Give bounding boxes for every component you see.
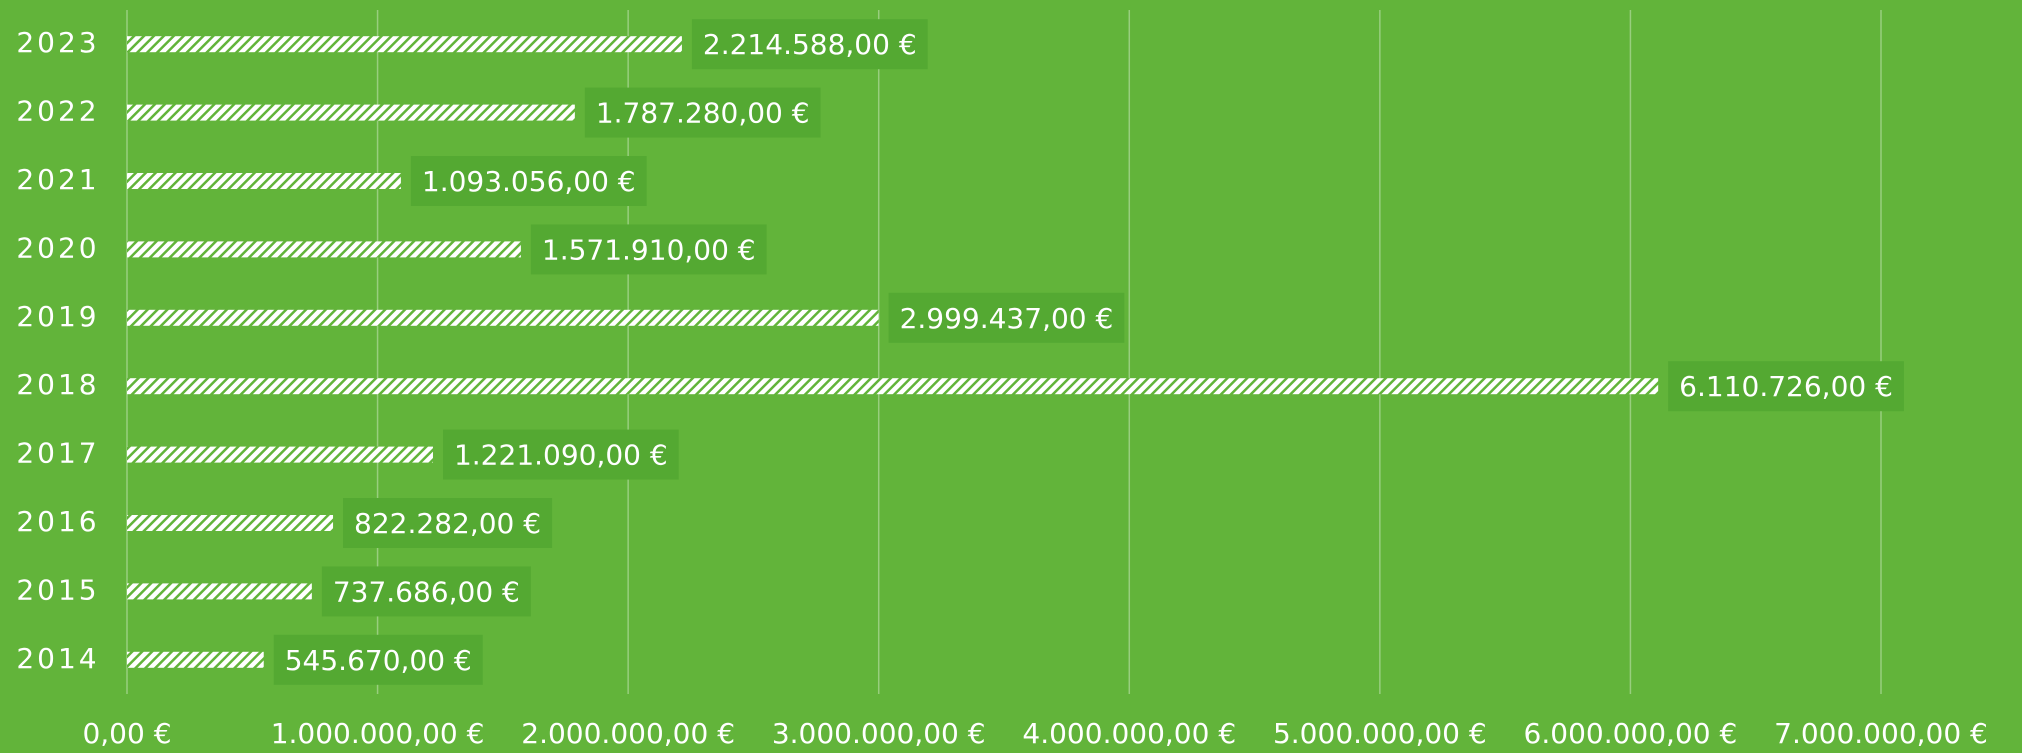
value-label-box [530,224,767,275]
value-label: 1.787.280,00 € [596,97,810,130]
y-tick-label: 2022 [16,95,99,128]
value-label: 1.571.910,00 € [542,233,756,266]
bar [127,515,334,531]
bar [127,173,401,189]
value-label: 545.670,00 € [285,644,472,677]
bar [127,378,1659,395]
x-tick-label: 1.000.000,00 € [271,717,485,750]
y-tick-label: 2023 [16,26,99,59]
x-tick-label: 3.000.000,00 € [772,717,986,750]
y-tick-label: 2018 [16,368,99,401]
bar [127,36,682,53]
x-tick-label: 6.000.000,00 € [1524,717,1738,750]
bar [127,651,264,668]
y-tick-label: 2015 [16,573,99,606]
value-label: 6.110.726,00 € [1679,370,1893,403]
value-label-box [1668,361,1904,412]
bar [127,104,575,121]
y-tick-label: 2020 [16,231,99,264]
bar [127,583,312,600]
value-label-box [888,292,1125,343]
y-tick-label: 2017 [16,437,99,470]
value-label: 2.999.437,00 € [900,302,1114,335]
value-label-box [273,634,483,685]
value-label: 737.686,00 € [333,575,520,608]
value-label: 822.282,00 € [354,507,541,540]
bar [127,446,433,463]
y-tick-label: 2021 [16,163,99,196]
x-tick-label: 0,00 € [82,717,171,750]
value-label-box [410,156,647,206]
bar [127,309,879,326]
x-tick-label: 2.000.000,00 € [521,717,735,750]
bar [127,241,521,258]
value-label-box [691,19,928,70]
value-label: 1.221.090,00 € [454,439,668,472]
y-tick-label: 2019 [16,300,99,333]
x-tick-label: 4.000.000,00 € [1022,717,1236,750]
value-label-box [442,429,679,480]
y-tick-label: 2014 [16,642,99,675]
value-label: 1.093.056,00 € [422,165,636,198]
value-label: 2.214.588,00 € [703,28,917,61]
x-tick-label: 5.000.000,00 € [1273,717,1487,750]
value-label-box [343,498,553,548]
x-tick-label: 7.000.000,00 € [1774,717,1988,750]
y-tick-label: 2016 [16,505,99,538]
value-label-box [584,87,821,138]
value-label-box [321,566,531,617]
